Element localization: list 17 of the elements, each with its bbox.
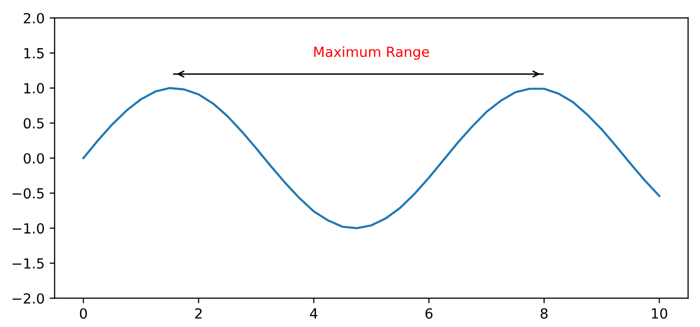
- y-tick-label: 0.5: [24, 118, 44, 129]
- y-tick-label: 1.0: [24, 83, 44, 94]
- y-tick-label: 2.0: [24, 12, 44, 24]
- x-tick-label: 0: [80, 308, 87, 319]
- y-tick-label: −1.0: [12, 223, 44, 234]
- y-tick-label: −1.5: [12, 258, 44, 269]
- annotation: Maximum Range: [314, 46, 430, 60]
- y-tick-label: 1.5: [24, 48, 44, 58]
- x-tick-label: 6: [425, 308, 432, 319]
- x-tick-label: 4: [310, 308, 318, 318]
- x-tick-label: 8: [540, 308, 548, 319]
- y-tick-label: 0.0: [24, 153, 44, 164]
- y-tick-label: −2.0: [12, 293, 44, 304]
- x-tick-label: 10: [652, 308, 668, 319]
- y-tick-label: −0.5: [12, 188, 44, 199]
- line-series: [82, 87, 660, 230]
- x-tick-label: 2: [195, 308, 202, 318]
